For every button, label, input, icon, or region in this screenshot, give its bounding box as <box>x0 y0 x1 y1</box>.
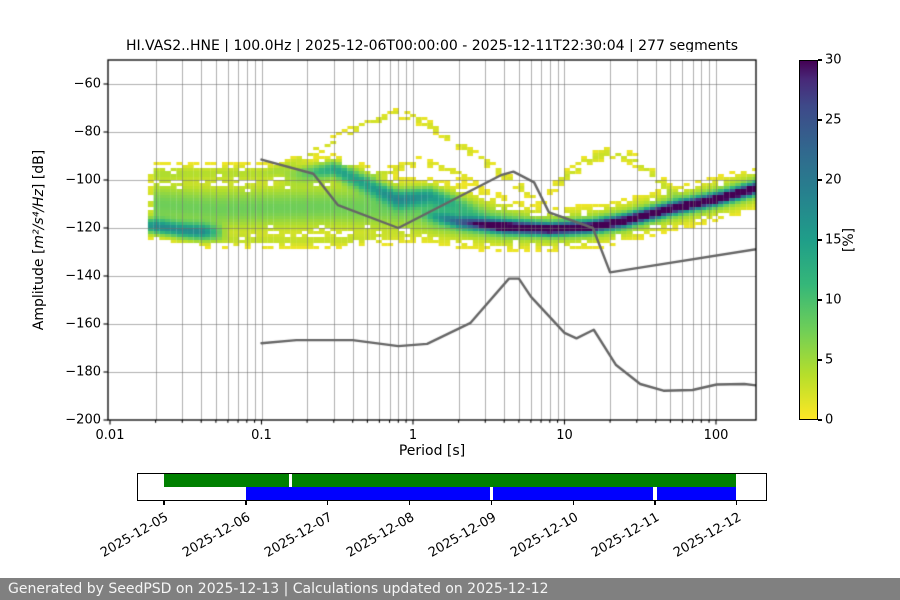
timeline-tick <box>163 500 165 505</box>
timeline-blue-segment <box>656 487 736 500</box>
timeline-date-label: 2025-12-06 <box>180 510 254 561</box>
x-tick-label: 0.01 <box>95 428 125 443</box>
colorbar-tick <box>818 359 822 361</box>
timeline-blue-segment <box>493 487 654 500</box>
colorbar-unit-label: [%] <box>841 227 857 253</box>
timeline-date-label: 2025-12-05 <box>98 510 172 561</box>
y-tick-label: −160 <box>65 316 101 332</box>
timeline-date-label: 2025-12-09 <box>425 510 499 561</box>
y-tick-label: −140 <box>65 268 101 284</box>
colorbar-tick <box>818 59 822 61</box>
availability-timeline <box>137 473 767 501</box>
timeline-tick <box>408 500 411 505</box>
colorbar-tick-label: 20 <box>825 172 842 188</box>
colorbar-tick-label: 15 <box>825 232 842 248</box>
y-axis-label-units: m²/s⁴/Hz <box>31 189 47 249</box>
colorbar-tick <box>818 179 822 181</box>
timeline-green-segment <box>164 474 290 487</box>
x-tick-label: 100 <box>703 428 729 443</box>
y-tick-label: −120 <box>65 220 101 236</box>
colorbar-tick <box>818 239 822 241</box>
colorbar-tick-label: 5 <box>825 352 834 368</box>
colorbar-tick-label: 25 <box>825 112 842 128</box>
y-tick-label: −100 <box>65 172 101 188</box>
colorbar-tick <box>818 119 822 121</box>
timeline-tick <box>327 500 329 505</box>
footer-text: Generated by SeedPSD on 2025-12-13 | Cal… <box>8 581 549 597</box>
y-tick-label: −180 <box>65 364 101 380</box>
y-tick-label: −80 <box>73 124 101 140</box>
x-axis-label: Period [s] <box>398 443 466 459</box>
timeline-green-segment <box>292 474 736 487</box>
colorbar-tick-label: 10 <box>825 292 842 308</box>
colorbar-tick <box>818 419 822 421</box>
timeline-blue-segment <box>246 487 490 500</box>
x-tick-label: 0.1 <box>251 428 272 443</box>
x-tick-label: 10 <box>556 428 573 443</box>
timeline-tick <box>654 500 656 505</box>
footer-bar: Generated by SeedPSD on 2025-12-13 | Cal… <box>0 578 900 600</box>
timeline-tick <box>572 500 574 505</box>
timeline-date-label: 2025-12-11 <box>589 510 663 561</box>
y-axis-label-pre: Amplitude [ <box>31 248 47 331</box>
y-axis-label-post: ] [dB] <box>31 149 47 190</box>
colorbar-tick-label: 0 <box>825 412 834 428</box>
x-tick-label: 1 <box>408 428 418 443</box>
timeline-tick <box>736 500 738 505</box>
colorbar-tick-label: 30 <box>825 52 842 68</box>
timeline-tick <box>490 500 492 505</box>
timeline-tick <box>245 500 247 505</box>
ppsd-heatmap-canvas <box>100 52 764 428</box>
timeline-date-label: 2025-12-08 <box>344 510 417 561</box>
y-axis-label: Amplitude [m²/s⁴/Hz] [dB] <box>31 150 47 330</box>
timeline-date-label: 2025-12-10 <box>507 510 581 561</box>
y-tick-label: −60 <box>73 76 101 92</box>
colorbar-tick <box>818 299 822 301</box>
colorbar <box>799 60 818 420</box>
y-tick-label: −200 <box>65 412 101 428</box>
timeline-date-label: 2025-12-07 <box>262 510 336 561</box>
timeline-date-label: 2025-12-12 <box>671 510 745 561</box>
plot-title: HI.VAS2..HNE | 100.0Hz | 2025-12-06T00:0… <box>125 38 739 54</box>
